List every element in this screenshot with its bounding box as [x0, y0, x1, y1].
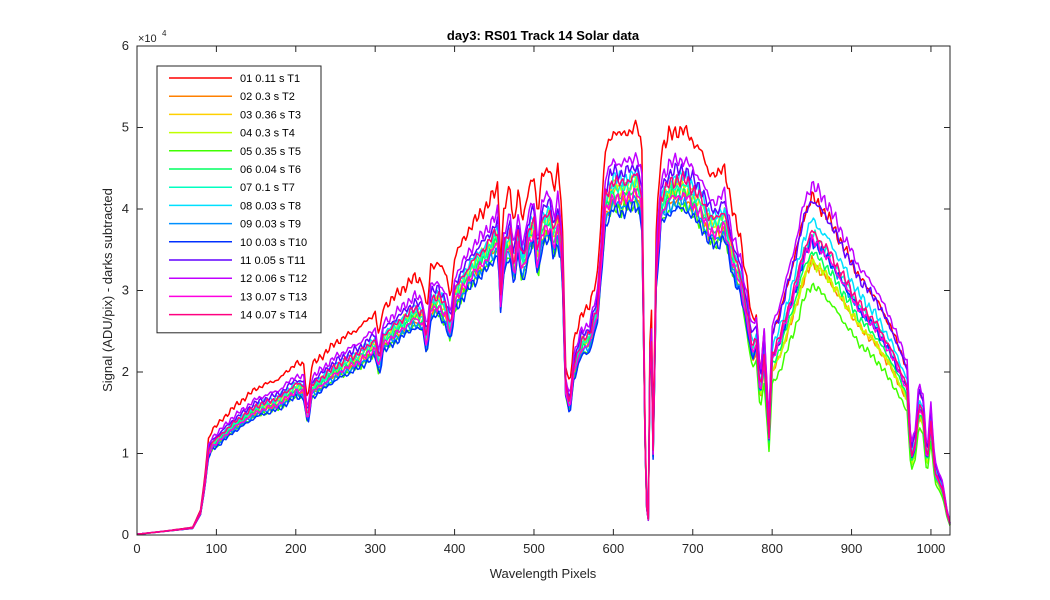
series-line: [136, 170, 951, 535]
x-tick-label: 900: [841, 541, 863, 556]
y-tick-label: 2: [122, 364, 129, 379]
chart-title: day3: RS01 Track 14 Solar data: [447, 28, 640, 43]
x-tick-label: 1000: [916, 541, 945, 556]
legend-box: [156, 65, 322, 334]
legend-entry: 01 0.11 s T1: [240, 73, 300, 85]
legend-entry: 04 0.3 s T4: [240, 128, 295, 140]
x-axis-title: Wavelength Pixels: [490, 566, 597, 581]
legend-entry: 02 0.3 s T2: [240, 91, 295, 103]
y-tick-label: 4: [122, 201, 129, 216]
legend-entry: 08 0.03 s T8: [240, 200, 301, 212]
legend-entry: 13 0.07 s T13: [240, 291, 307, 303]
x-tick-label: 800: [761, 541, 783, 556]
x-tick-label: 300: [364, 541, 386, 556]
x-tick-label: 700: [682, 541, 704, 556]
x-tick-label: 400: [444, 541, 466, 556]
x-tick-label: 0: [133, 541, 140, 556]
legend-entry: 11 0.05 s T11: [240, 255, 305, 267]
y-axis-title: Signal (ADU/pix) - darks subtracted: [100, 188, 115, 392]
y-tick-label: 5: [122, 120, 129, 135]
series-line: [136, 119, 951, 535]
legend-entry: 12 0.06 s T12: [240, 273, 307, 285]
x-tick-label: 100: [206, 541, 228, 556]
y-axis-exponent-base: ×10: [138, 33, 157, 45]
legend-entry: 09 0.03 s T9: [240, 219, 301, 231]
plot-frame: [136, 45, 951, 536]
legend-entry: 07 0.1 s T7: [240, 182, 295, 194]
x-axis: 0 100 200 300 400 500 600 700 800 900 1000: [133, 46, 945, 556]
y-tick-label: 6: [122, 38, 129, 53]
legend: 01 0.11 s T1 02 0.3 s T2 03 0.36 s T3 04 0.…: [156, 65, 322, 334]
x-tick-label: 600: [603, 541, 625, 556]
legend-entry: 03 0.36 s T3: [240, 109, 301, 121]
series-line: [136, 152, 951, 535]
x-tick-label: 200: [285, 541, 307, 556]
x-tick-label: 500: [523, 541, 545, 556]
series-lines: [136, 119, 951, 535]
y-tick-label: 1: [122, 446, 129, 461]
series-line: [136, 187, 951, 535]
y-axis-exponent-power: 4: [162, 29, 167, 38]
legend-entry: 10 0.03 s T10: [240, 237, 307, 249]
y-axis: 0 1 2 3 4 5 6: [122, 38, 950, 542]
y-tick-label: 3: [122, 283, 129, 298]
series-line: [136, 162, 951, 535]
legend-entry: 06 0.04 s T6: [240, 164, 301, 176]
legend-entry: 14 0.07 s T14: [240, 310, 307, 322]
y-tick-label: 0: [122, 527, 129, 542]
legend-entry: 05 0.35 s T5: [240, 146, 301, 158]
